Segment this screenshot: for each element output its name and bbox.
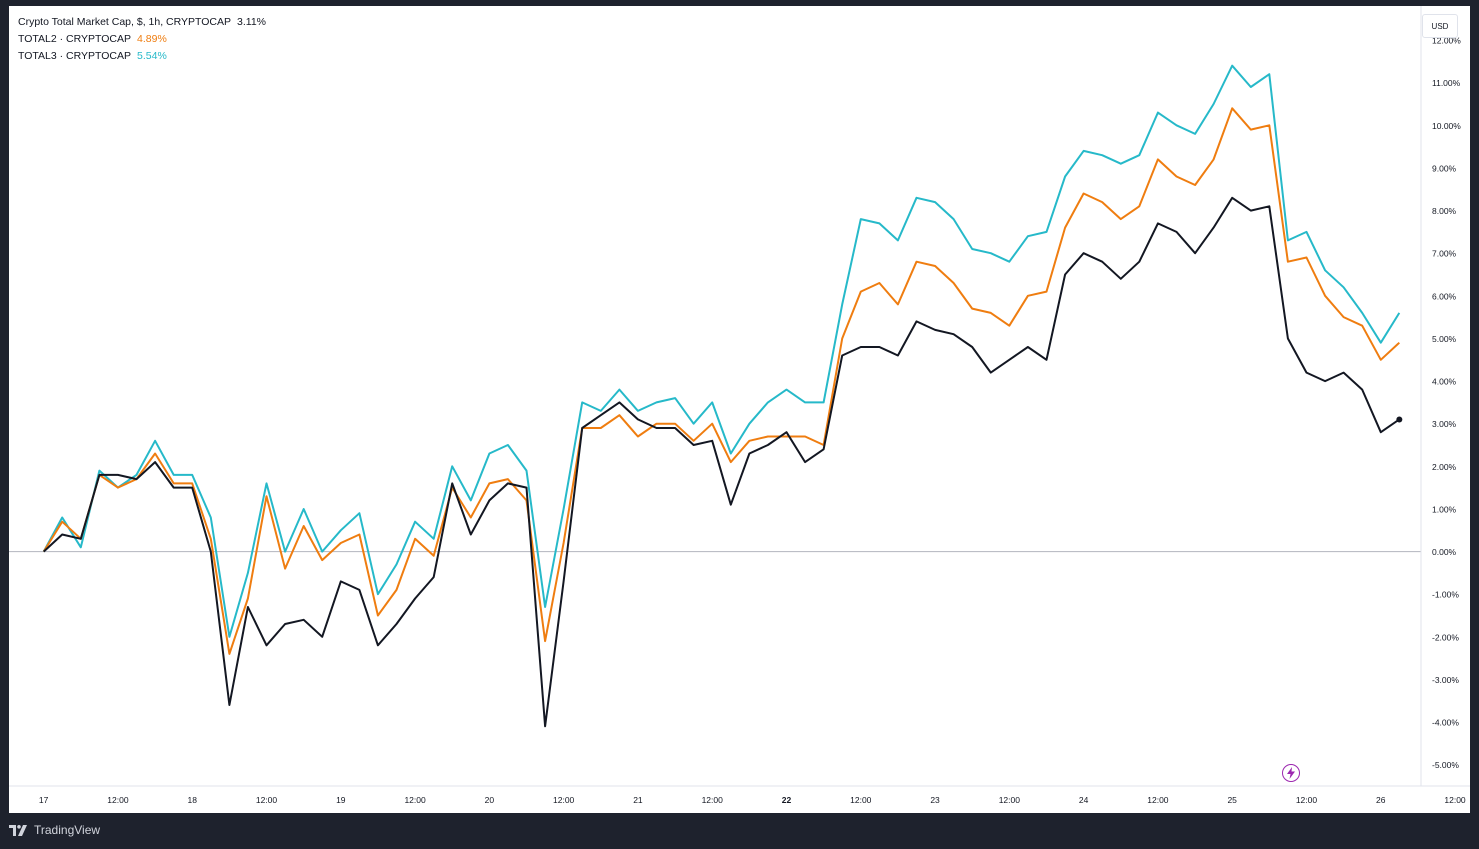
legend-row-total[interactable]: Crypto Total Market Cap, $, 1h, CRYPTOCA…	[18, 14, 266, 31]
x-tick-label: 12:00	[1444, 795, 1466, 805]
x-tick-label: 25	[1227, 795, 1237, 805]
x-tick-label: 12:00	[1147, 795, 1169, 805]
y-tick-label: 1.00%	[1432, 504, 1457, 514]
brand-name: TradingView	[34, 823, 101, 837]
legend-value-total2: 4.89%	[137, 33, 167, 45]
x-tick-label: 12:00	[702, 795, 724, 805]
legend-label-total3: TOTAL3 · CRYPTOCAP	[18, 50, 132, 62]
y-tick-label: 3.00%	[1432, 419, 1457, 429]
lightning-icon	[1287, 767, 1295, 779]
x-tick-label: 12:00	[850, 795, 872, 805]
y-tick-label: 2.00%	[1432, 462, 1457, 472]
x-tick-label: 23	[930, 795, 940, 805]
y-tick-label: 10.00%	[1432, 121, 1461, 131]
chart-frame[interactable]: 12.00% 11.00% 10.00% 9.00% 8.00% 7.00% 6.00% 5.…	[9, 6, 1470, 813]
x-tick-label: 12:00	[404, 795, 426, 805]
time-axis: 17 12:00 18 12:00 19 12:00 20 12:00 21 12:00 22 12:…	[9, 785, 1470, 805]
y-tick-label: 5.00%	[1432, 334, 1457, 344]
y-tick-label: -1.00%	[1432, 590, 1459, 600]
x-tick-label: 17	[39, 795, 49, 805]
y-tick-label: 11.00%	[1432, 78, 1461, 88]
y-tick-label: 12.00%	[1432, 36, 1461, 46]
x-tick-label: 24	[1079, 795, 1089, 805]
legend-label-total2: TOTAL2 · CRYPTOCAP	[18, 33, 132, 45]
x-tick-label: 20	[485, 795, 495, 805]
y-tick-label: -4.00%	[1432, 718, 1459, 728]
x-tick-label: 19	[336, 795, 346, 805]
x-tick-label: 12:00	[107, 795, 129, 805]
tradingview-logo-icon	[9, 824, 27, 836]
x-tick-label: 12:00	[256, 795, 278, 805]
last-price-dot	[1396, 416, 1403, 423]
legend-row-total2[interactable]: TOTAL2 · CRYPTOCAP 4.89%	[18, 31, 266, 48]
bottom-bar: TradingView	[0, 813, 1479, 849]
x-tick-label: 12:00	[999, 795, 1021, 805]
y-tick-label: 4.00%	[1432, 377, 1457, 387]
y-tick-label: -3.00%	[1432, 675, 1459, 685]
flash-icon[interactable]	[1282, 764, 1300, 782]
y-tick-label: 9.00%	[1432, 163, 1457, 173]
legend-value-total3: 5.54%	[137, 50, 167, 62]
legend-label-total: Crypto Total Market Cap, $, 1h, CRYPTOCA…	[18, 16, 232, 28]
legend-value-total: 3.11%	[237, 16, 267, 28]
x-tick-label: 22	[782, 795, 792, 805]
x-tick-label: 12:00	[553, 795, 575, 805]
y-tick-label: 0.00%	[1432, 547, 1457, 557]
series-line-0[interactable]	[42, 64, 1401, 638]
chart-legend: Crypto Total Market Cap, $, 1h, CRYPTOCA…	[18, 14, 266, 65]
y-tick-label: -5.00%	[1432, 760, 1459, 770]
series-layer	[42, 64, 1403, 728]
tradingview-logo[interactable]: TradingView	[9, 823, 100, 837]
chart-svg[interactable]: 12.00% 11.00% 10.00% 9.00% 8.00% 7.00% 6.00% 5.…	[9, 6, 1470, 813]
y-tick-label: 6.00%	[1432, 291, 1457, 301]
y-tick-label: 7.00%	[1432, 249, 1457, 259]
x-tick-label: 21	[633, 795, 643, 805]
y-tick-label: 8.00%	[1432, 206, 1457, 216]
series-line-2[interactable]	[43, 196, 1400, 728]
series-line-1[interactable]	[42, 107, 1400, 655]
x-tick-label: 26	[1376, 795, 1386, 805]
x-tick-label: 18	[187, 795, 197, 805]
price-axis: 12.00% 11.00% 10.00% 9.00% 8.00% 7.00% 6.00% 5.…	[1420, 6, 1461, 786]
y-tick-label: -2.00%	[1432, 632, 1459, 642]
x-tick-label: 12:00	[1296, 795, 1318, 805]
currency-button[interactable]: USD	[1422, 14, 1458, 38]
legend-row-total3[interactable]: TOTAL3 · CRYPTOCAP 5.54%	[18, 48, 266, 65]
